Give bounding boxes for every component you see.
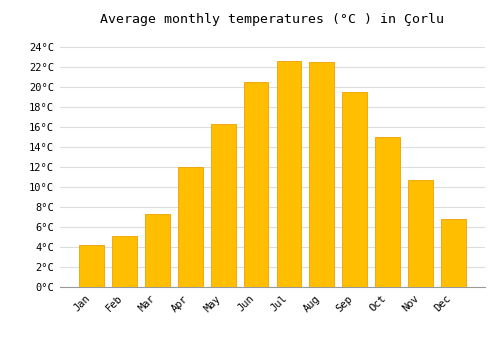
Bar [408,180,433,287]
Bar [112,236,137,287]
Bar [178,167,203,287]
Bar [376,137,400,287]
Bar [211,124,236,287]
Bar [276,61,301,287]
Bar [310,62,334,287]
Title: Average monthly temperatures (°C ) in Çorlu: Average monthly temperatures (°C ) in Ço… [100,13,444,26]
Bar [244,82,268,287]
Bar [342,92,367,287]
Bar [80,245,104,287]
Bar [145,214,170,287]
Bar [441,219,466,287]
